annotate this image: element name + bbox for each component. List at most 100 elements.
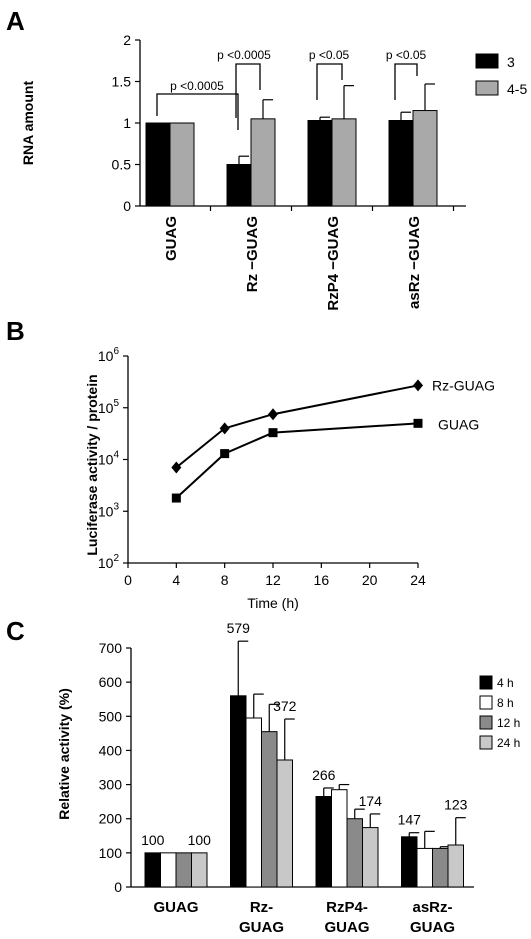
y-tick-label: 500 (99, 708, 123, 724)
category-label: GUAG (163, 216, 180, 261)
y-tick-label: 400 (99, 742, 123, 758)
bar (169, 122, 195, 207)
legend-label: 24 h (497, 736, 520, 750)
p-value-label: p <0.05 (309, 48, 350, 62)
category-label: RzP4- (326, 899, 368, 916)
bar (315, 796, 332, 888)
panel-a-letter: A (6, 6, 25, 36)
bar (145, 122, 171, 207)
bar (226, 164, 252, 207)
x-tick-label: 4 (172, 572, 180, 588)
y-tick-label: 100 (99, 845, 123, 861)
legend-swatch (475, 80, 499, 96)
bar (447, 844, 464, 888)
legend-label: 12 h (497, 716, 520, 730)
legend-swatch (479, 675, 493, 690)
category-label: asRz −GUAG (406, 216, 423, 309)
panel-a-significance-brackets: p <0.0005 p <0.0005 p <0.05 p <0.05 (156, 48, 427, 130)
bar (331, 118, 357, 207)
x-tick-label: 8 (221, 572, 229, 588)
y-tick-label: 0.5 (112, 157, 132, 173)
legend-swatch (479, 735, 493, 750)
legend-label: 8 h (497, 696, 514, 710)
x-tick-label: 0 (124, 572, 132, 588)
panel-b-y-axis-label: Luciferase activity / protein (84, 374, 100, 555)
bar (175, 852, 192, 888)
data-point-diamond (413, 379, 423, 392)
legend-swatch (479, 695, 493, 710)
p-value-label: p <0.0005 (170, 79, 224, 93)
legend-label: 4 h (497, 676, 514, 690)
y-tick-label: 0 (123, 198, 131, 214)
category-label: GUAG (410, 919, 455, 936)
value-label: 147 (398, 812, 422, 828)
series-line (175, 384, 419, 469)
panel-c-letter: C (6, 616, 25, 646)
y-tick-label: 105 (98, 398, 120, 416)
bar (250, 118, 276, 207)
bracket-rzp4 (316, 63, 343, 100)
bar (388, 120, 414, 207)
value-label: 123 (444, 797, 468, 813)
bar (331, 789, 348, 888)
category-label: GUAG (239, 919, 284, 936)
panel-c-y-axis-label: Relative activity (%) (56, 688, 72, 820)
bar (412, 110, 438, 207)
series-label: GUAG (438, 416, 479, 432)
value-label: 174 (359, 793, 383, 809)
bar (230, 695, 247, 888)
bar (245, 717, 262, 888)
series-line (175, 422, 419, 499)
bracket-asrz (394, 63, 418, 100)
p-value-label: p <0.0005 (217, 48, 271, 62)
data-point-diamond (219, 422, 230, 435)
bar (307, 120, 333, 207)
panel-b-x-axis-label: Time (h) (247, 595, 299, 611)
data-point-square (171, 493, 181, 503)
bar (416, 847, 433, 888)
y-tick-label: 102 (98, 553, 120, 571)
bracket-rz (235, 63, 261, 118)
category-label: Rz- (250, 899, 273, 916)
category-label: asRz- (412, 899, 452, 916)
y-tick-label: 106 (98, 346, 120, 364)
x-tick-label: 12 (265, 572, 281, 588)
panel-b: B Luciferase activity / protein Time (h)… (6, 316, 495, 611)
bar (144, 852, 161, 888)
y-tick-label: 2 (123, 32, 131, 48)
value-label: 100 (141, 832, 165, 848)
y-tick-label: 300 (99, 777, 123, 793)
bar (346, 818, 363, 888)
bar (261, 731, 278, 888)
category-label: GUAG (325, 919, 370, 936)
bar (191, 852, 208, 888)
bar (276, 759, 293, 888)
bar (362, 827, 379, 888)
panel-a: A RNA amount 0 0.5 1 1.5 2 GUAG Rz −GUAG RzP4 … (6, 6, 527, 311)
x-tick-label: 20 (362, 572, 378, 588)
value-label: 266 (312, 767, 336, 783)
legend-label: 4-5 (507, 81, 527, 97)
data-point-diamond (268, 408, 278, 421)
y-tick-label: 1.5 (112, 74, 132, 90)
bar (401, 836, 418, 888)
panel-b-letter: B (6, 316, 25, 346)
data-point-diamond (171, 461, 182, 474)
legend-swatch (479, 715, 493, 730)
y-tick-label: 600 (99, 674, 123, 690)
x-tick-label: 16 (314, 572, 330, 588)
bar (160, 852, 177, 888)
panel-c: C Relative activity (%) 0 100 200 300 400 500… (6, 616, 520, 936)
bar (432, 847, 449, 888)
category-label: GUAG (154, 899, 199, 916)
category-label: RzP4 −GUAG (325, 216, 342, 311)
y-tick-label: 1 (123, 115, 131, 131)
y-tick-label: 700 (99, 640, 123, 656)
legend-label: 3 (507, 54, 515, 70)
legend-swatch (475, 53, 499, 69)
data-point-square (413, 418, 423, 428)
value-label: 100 (188, 832, 212, 848)
value-label: 372 (273, 698, 297, 714)
y-tick-label: 103 (98, 501, 120, 519)
